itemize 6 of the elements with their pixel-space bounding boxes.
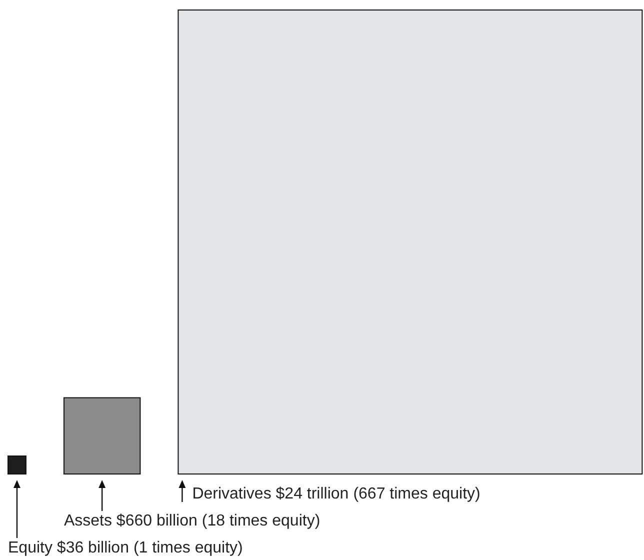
- data-label: (18 times equity): [202, 512, 320, 530]
- data-label: (1 times equity): [133, 540, 243, 556]
- category-label: Derivatives $24 trillion: [192, 486, 349, 502]
- category-label: Assets $660 billion: [64, 512, 198, 530]
- data-label: (667 times equity): [353, 486, 480, 502]
- category-label: Equity $36 billion: [8, 540, 129, 556]
